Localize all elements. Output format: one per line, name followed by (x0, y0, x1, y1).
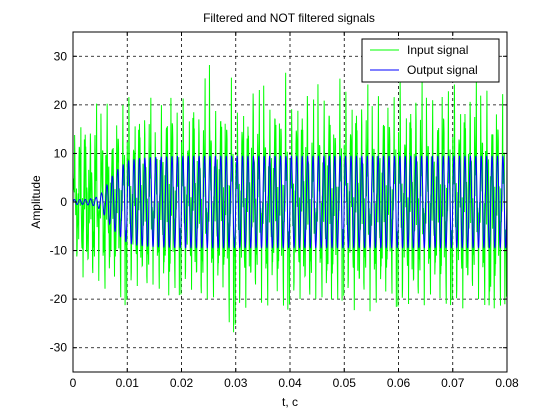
output-signal-line (72, 155, 508, 249)
x-tick-label: 0.02 (170, 376, 194, 390)
x-tick-label: 0.03 (224, 376, 248, 390)
legend-label-input: Input signal (407, 43, 468, 57)
y-tick-label: -20 (50, 292, 68, 306)
x-axis: 0 0.01 0.02 0.03 0.04 0.05 0.06 0.07 0.08 (70, 32, 519, 390)
series-output-signal (72, 155, 508, 249)
y-tick-label: -30 (50, 341, 68, 355)
y-axis: -30 -20 -10 0 10 20 30 (50, 49, 507, 355)
chart-title: Filtered and NOT filtered signals (203, 11, 375, 25)
x-tick-label: 0 (70, 376, 77, 390)
y-tick-label: -10 (50, 244, 68, 258)
x-tick-label: 0.04 (278, 376, 302, 390)
x-tick-label: 0.08 (495, 376, 519, 390)
x-axis-label: t, c (282, 395, 298, 409)
y-tick-label: 20 (54, 98, 68, 112)
legend-box (361, 38, 500, 83)
y-tick-label: 10 (54, 146, 68, 160)
legend-label-output: Output signal (407, 63, 478, 77)
y-tick-label: 0 (60, 195, 67, 209)
x-tick-label: 0.01 (116, 376, 140, 390)
x-tick-label: 0.05 (333, 376, 357, 390)
y-tick-label: 30 (54, 49, 68, 63)
x-tick-label: 0.06 (387, 376, 411, 390)
y-axis-label: Amplitude (29, 175, 43, 229)
x-tick-label: 0.07 (441, 376, 465, 390)
legend: Input signal Output signal (361, 38, 500, 83)
